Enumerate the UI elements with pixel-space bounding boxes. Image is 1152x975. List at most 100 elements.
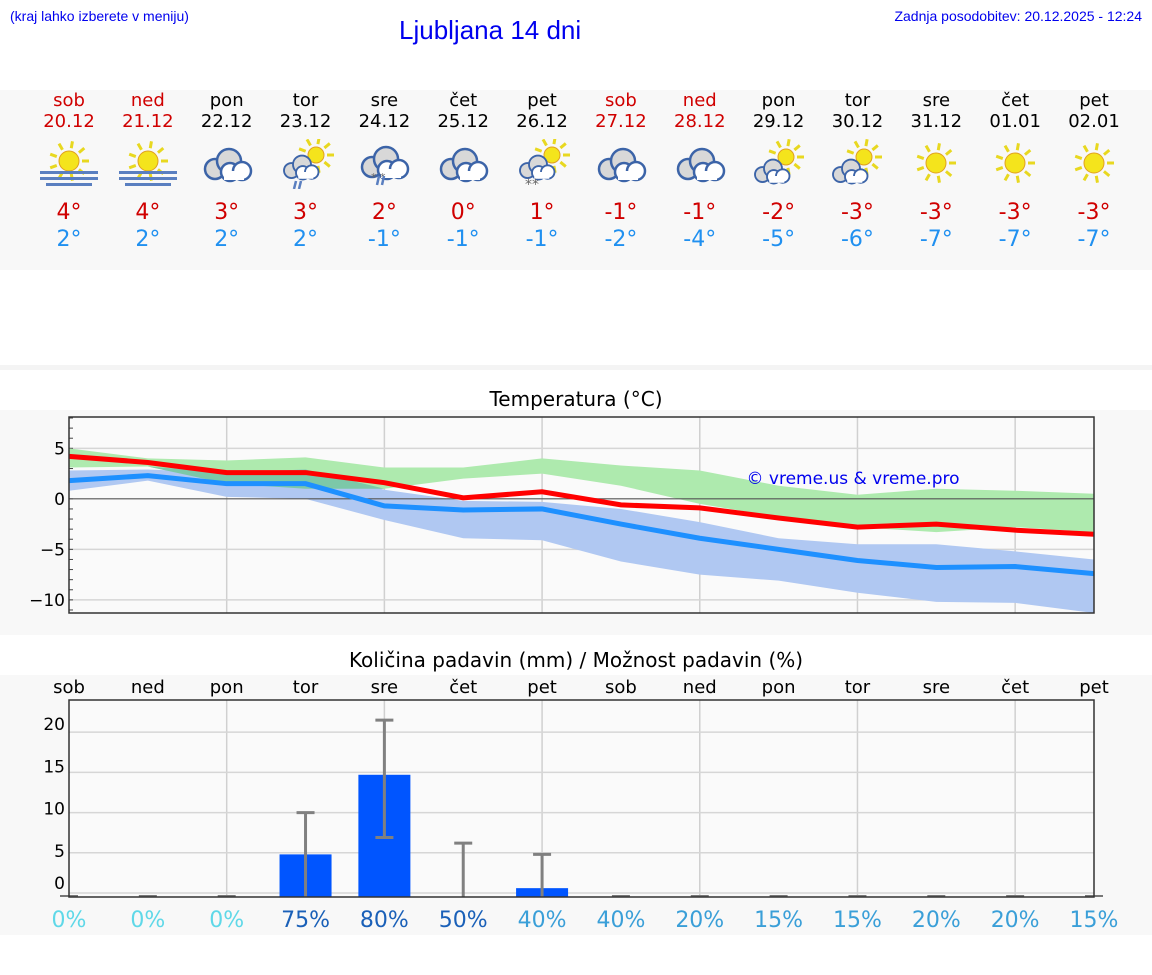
x-category-label: čet [449, 677, 477, 698]
sun-ray [871, 144, 880, 152]
cloud-icon [361, 145, 410, 181]
sun-ray [937, 143, 942, 151]
cloud-base [534, 172, 550, 179]
y-tick-label: 15 [43, 757, 65, 777]
sun-ray [57, 142, 64, 151]
weather-icon [439, 147, 489, 183]
day-forecast: čet 01.01 -3° -7° [975, 90, 1055, 254]
min-temp: -7° [919, 227, 953, 252]
cloud-icon [832, 158, 869, 185]
day-name: ned [130, 90, 165, 111]
max-temp-line [68, 453, 1095, 537]
day-name: pon [209, 90, 244, 111]
sun-ray [1024, 148, 1032, 156]
sun-ray [768, 149, 776, 155]
fog-line [46, 183, 92, 186]
cloud-base [381, 169, 402, 178]
precip-probability: 0% [209, 908, 244, 933]
sun-ray [559, 160, 567, 168]
day-date: 01.01 [989, 111, 1041, 132]
sun-disc [855, 148, 873, 166]
sun-ray [916, 154, 925, 160]
day-date: 24.12 [358, 111, 411, 132]
cloud-icon [519, 154, 556, 181]
max-temp: -2° [762, 200, 796, 225]
sun-ray [916, 166, 925, 172]
weather-icon [832, 139, 883, 185]
day-forecast: pon 22.12 3° 2° [187, 90, 267, 254]
sun-ray [854, 140, 861, 149]
y-tick-label: 0 [54, 490, 65, 510]
sun-ray [1094, 143, 1099, 151]
sun-ray [1082, 173, 1089, 182]
sun-ray [945, 170, 953, 178]
weather-icon [676, 147, 726, 183]
cloud-icon [439, 147, 489, 183]
x-category-label: tor [293, 677, 319, 698]
max-temp: -3° [840, 200, 874, 225]
sun-disc [925, 152, 947, 174]
fog-line [40, 171, 98, 174]
sun-disc [137, 150, 159, 172]
max-temp: -3° [919, 200, 953, 225]
weather-icon [40, 141, 98, 186]
min-temp: -7° [998, 227, 1032, 252]
precip-probability: 20% [991, 908, 1040, 933]
precip-probability: 0% [130, 908, 165, 933]
day-date: 22.12 [200, 111, 253, 132]
cloudy-icon [439, 147, 489, 183]
day-date: 26.12 [516, 111, 568, 132]
sun-ray [305, 139, 312, 147]
day-forecast: sre 24.12 * * 2° -1° [344, 90, 424, 254]
rain-drop [297, 180, 302, 189]
max-temp: 0° [450, 200, 476, 225]
precip-probability: 40% [596, 908, 645, 933]
min-temp: 2° [135, 227, 161, 252]
temperature-chart-title: Temperatura (°C) [489, 387, 663, 411]
day-date: 02.01 [1068, 111, 1120, 132]
sun-cloud-icon [832, 139, 883, 185]
cloud-base [617, 171, 638, 180]
sun-ray [924, 144, 932, 153]
weather-icon [916, 143, 957, 183]
sun-fog-icon [40, 141, 98, 186]
sun-ray [298, 147, 306, 153]
min-temp: -1° [446, 227, 480, 252]
day-forecast: tor 23.12 3° 2° [266, 90, 346, 254]
sun-ray [49, 152, 58, 158]
day-date: 21.12 [122, 111, 174, 132]
x-category-label: pet [527, 677, 557, 698]
sun-icon [995, 143, 1036, 183]
cloud-sleet-icon: * * [361, 145, 410, 186]
y-tick-label: −5 [40, 540, 65, 560]
day-name: sre [370, 90, 399, 111]
fog-line [124, 183, 171, 186]
day-date: 27.12 [595, 111, 647, 132]
day-date: 28.12 [674, 111, 726, 132]
sun-ray [793, 162, 801, 170]
day-date: 25.12 [437, 111, 489, 132]
sun-ray [534, 147, 543, 153]
max-temp: 4° [56, 200, 82, 225]
x-category-label: pon [210, 677, 244, 698]
day-date: 30.12 [831, 111, 884, 132]
min-temp: -4° [683, 227, 717, 252]
rain-drop [381, 175, 386, 186]
sun-ray [847, 149, 855, 155]
cloudy-icon [597, 147, 647, 183]
sun-ray [775, 140, 782, 149]
sun-ray [945, 148, 953, 156]
y-tick-label: 0 [54, 874, 65, 894]
sun-ray [1015, 143, 1021, 151]
sun-ray [156, 146, 165, 154]
max-temp: -1° [683, 200, 717, 225]
weather-icon: * * [361, 145, 410, 186]
cloud-base [768, 176, 784, 183]
temperature-chart: 5 0 −5 −10 © vreme.us & vreme.pro [29, 416, 1095, 614]
sun-icon [1074, 143, 1114, 183]
sun-ray [871, 162, 880, 170]
sun-ray [937, 175, 942, 183]
rain-drop [376, 175, 381, 186]
max-temp: 1° [529, 200, 555, 225]
snow-icon: ** [525, 177, 539, 189]
